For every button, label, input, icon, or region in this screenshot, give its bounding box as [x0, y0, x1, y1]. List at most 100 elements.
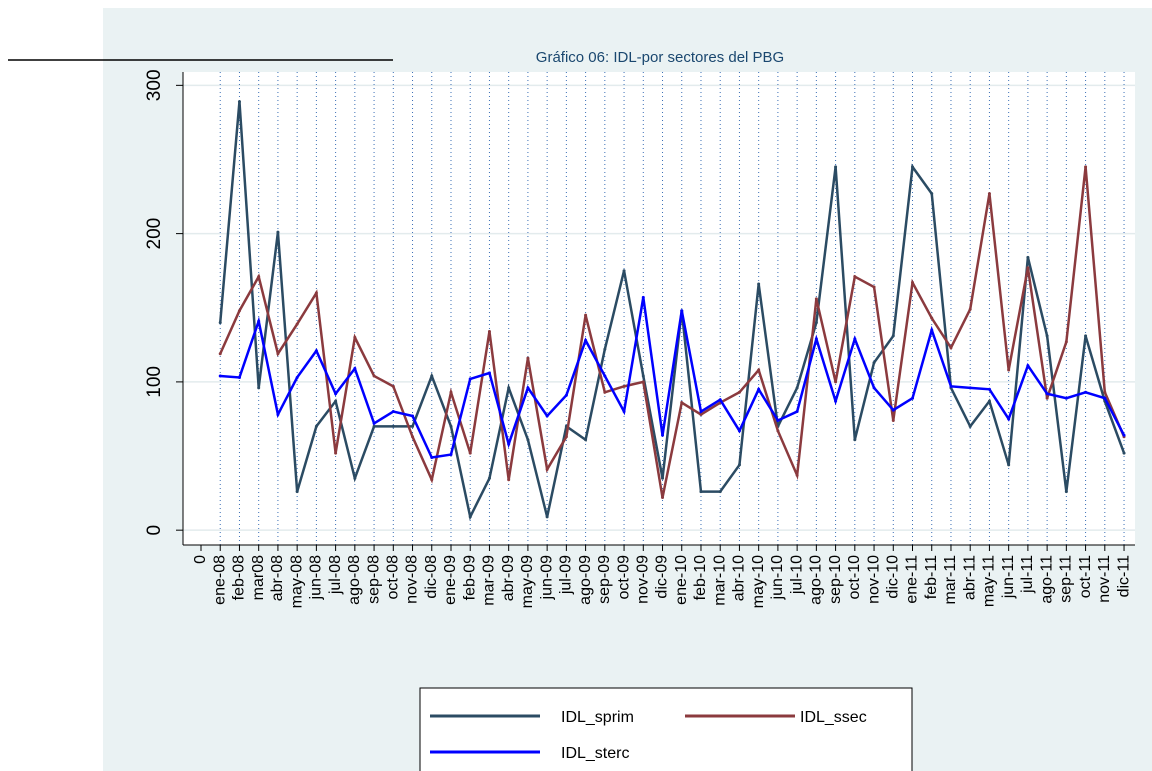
point	[834, 165, 838, 169]
point	[1064, 340, 1068, 344]
point	[718, 490, 722, 494]
x-tick-label: nov-09	[635, 555, 652, 604]
point	[526, 386, 530, 390]
point	[661, 496, 665, 500]
point	[737, 463, 741, 467]
x-tick-label: mar-11	[942, 555, 959, 605]
point	[661, 433, 665, 437]
point	[641, 295, 645, 299]
point	[834, 399, 838, 403]
legend-label: IDL_sterc	[561, 745, 629, 762]
point	[391, 384, 395, 388]
x-tick-label: jun-11	[1000, 555, 1017, 599]
point	[911, 165, 915, 169]
series-line	[218, 101, 1126, 521]
x-tick-label: abr-11	[961, 555, 978, 600]
x-tick-label: ene-08	[211, 555, 228, 605]
point	[391, 424, 395, 428]
point	[814, 337, 818, 341]
x-tick-label: oct-11	[1077, 555, 1094, 598]
point	[1103, 396, 1107, 400]
point	[430, 374, 434, 378]
x-tick-label: jul-09	[558, 555, 575, 595]
point	[987, 192, 991, 196]
point	[468, 515, 472, 519]
point	[526, 356, 530, 360]
x-tick-label: sep-10	[827, 555, 844, 604]
x-tick-label: jul-10	[788, 555, 805, 595]
point	[391, 410, 395, 414]
point	[1007, 417, 1011, 421]
point	[314, 424, 318, 428]
legend-label: IDL_ssec	[800, 709, 867, 726]
point	[430, 456, 434, 460]
x-tick-label: may-10	[750, 555, 767, 608]
point	[603, 390, 607, 394]
point	[968, 386, 972, 390]
point	[853, 337, 857, 341]
x-tick-label: ene-09	[442, 555, 459, 605]
point	[487, 371, 491, 375]
point	[795, 386, 799, 390]
point	[1045, 396, 1049, 400]
point	[564, 393, 568, 397]
point	[718, 398, 722, 402]
point	[949, 346, 953, 350]
x-tick-label: dic-09	[654, 555, 671, 599]
point	[872, 361, 876, 365]
point	[1026, 255, 1030, 259]
point	[795, 410, 799, 414]
point	[949, 384, 953, 388]
x-tick-label: feb-09	[461, 555, 478, 600]
point	[372, 424, 376, 428]
point	[564, 435, 568, 439]
point	[776, 429, 780, 433]
point	[1084, 390, 1088, 394]
point	[891, 418, 895, 422]
point	[603, 347, 607, 351]
point	[737, 390, 741, 394]
point	[930, 328, 934, 332]
point	[545, 414, 549, 418]
point	[776, 418, 780, 422]
point	[757, 368, 761, 372]
point	[334, 451, 338, 455]
point	[353, 335, 357, 339]
y-tick-label: 0	[144, 525, 165, 536]
point	[295, 322, 299, 326]
x-tick-label: ago-10	[808, 555, 825, 605]
point	[334, 392, 338, 396]
point	[1122, 433, 1126, 437]
point	[218, 352, 222, 356]
point	[911, 396, 915, 400]
x-tick-label: may-11	[981, 555, 998, 607]
point	[334, 399, 338, 403]
point	[737, 429, 741, 433]
point	[276, 230, 280, 234]
x-tick-label: may-08	[288, 555, 305, 608]
point	[468, 451, 472, 455]
point	[257, 386, 261, 390]
point	[757, 282, 761, 286]
x-tick-label: oct-10	[846, 555, 863, 600]
legend-label: IDL_sprim	[561, 709, 634, 726]
point	[622, 410, 626, 414]
point	[237, 309, 241, 313]
point	[987, 387, 991, 391]
x-tick-label: ene-10	[673, 555, 690, 605]
x-tick-label: mar08	[250, 555, 267, 600]
point	[372, 374, 376, 378]
point	[968, 424, 972, 428]
point	[987, 399, 991, 403]
point	[218, 374, 222, 378]
x-tick-label: ago-08	[346, 555, 363, 605]
point	[699, 490, 703, 494]
x-tick-label: nov-11	[1096, 555, 1113, 603]
point	[1026, 266, 1030, 270]
point	[1122, 451, 1126, 455]
point	[853, 438, 857, 442]
point	[1064, 490, 1068, 494]
x-tick-label: dic-11	[1115, 555, 1132, 597]
point	[1084, 334, 1088, 338]
point	[526, 438, 530, 442]
